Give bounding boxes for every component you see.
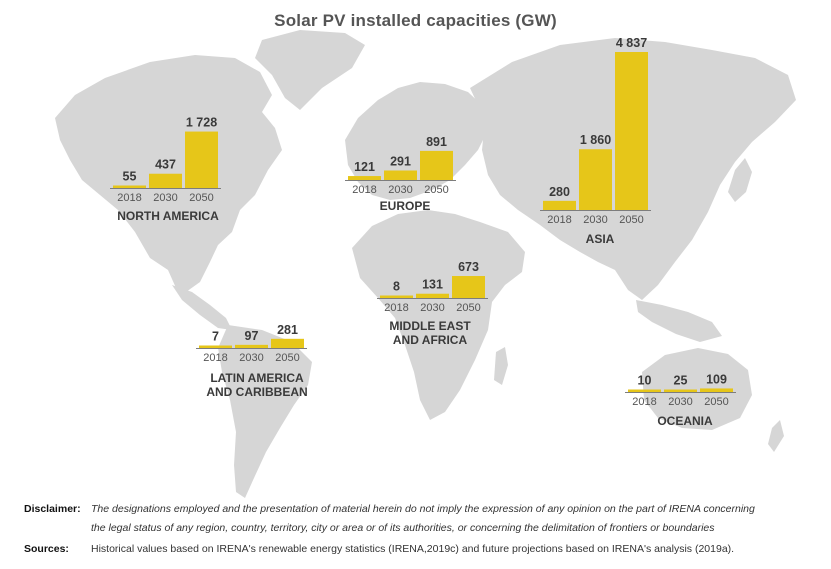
- map-land-south-america: [218, 325, 312, 498]
- bar-group-asia: 280 2018 1 860 2030 4 837 2050 ASIA: [540, 36, 651, 246]
- bar-group-oceania: 10 2018 25 2030 109 2050 OCEANIA: [625, 372, 736, 428]
- value-label-asia-2030: 1 860: [580, 133, 611, 147]
- year-label-latin-america-and-caribbean-2030: 2030: [239, 352, 263, 364]
- region-label-north-america: NORTH AMERICA: [117, 209, 219, 223]
- bar-latin-america-and-caribbean-2030: [235, 344, 268, 348]
- value-label-latin-america-and-caribbean-2030: 97: [245, 329, 259, 343]
- region-label-latin-america-and-caribbean-line1: LATIN AMERICA: [210, 371, 304, 385]
- world-map-background: [55, 30, 796, 498]
- year-label-north-america-2018: 2018: [117, 192, 141, 204]
- bar-oceania-2050: [700, 388, 733, 392]
- bar-groups: 55 2018 437 2030 1 728 2050 NORTH AMERICA 121 20…: [110, 36, 736, 428]
- value-label-latin-america-and-caribbean-2018: 7: [212, 330, 219, 344]
- region-label-middle-east-and-africa-line1: MIDDLE EAST: [389, 319, 471, 333]
- chart-title: Solar PV installed capacities (GW): [274, 11, 557, 30]
- region-label-middle-east-and-africa-line2: AND AFRICA: [393, 333, 468, 347]
- year-label-latin-america-and-caribbean-2050: 2050: [275, 352, 299, 364]
- value-label-europe-2030: 291: [390, 154, 411, 168]
- value-label-latin-america-and-caribbean-2050: 281: [277, 323, 298, 337]
- disclaimer-text-line1: The designations employed and the presen…: [91, 503, 755, 515]
- disclaimer-row: Disclaimer: The designations employed and…: [24, 503, 755, 515]
- year-label-asia-2030: 2030: [583, 214, 607, 226]
- region-label-oceania: OCEANIA: [657, 414, 713, 428]
- bar-latin-america-and-caribbean-2050: [271, 338, 304, 348]
- bar-group-europe: 121 2018 291 2030 891 2050 EUROPE: [345, 135, 456, 213]
- bar-group-north-america: 55 2018 437 2030 1 728 2050 NORTH AMERICA: [110, 116, 221, 223]
- year-label-asia-2050: 2050: [619, 214, 643, 226]
- disclaimer-label: Disclaimer:: [24, 503, 81, 515]
- map-land-europe: [345, 82, 488, 200]
- map-land-madagascar: [494, 347, 508, 385]
- bar-middle-east-and-africa-2030: [416, 293, 449, 298]
- year-label-europe-2050: 2050: [424, 184, 448, 196]
- bar-north-america-2018: [113, 185, 146, 188]
- map-land-north-america: [55, 55, 282, 292]
- bar-oceania-2018: [628, 389, 661, 392]
- region-label-europe: EUROPE: [380, 199, 431, 213]
- year-label-europe-2018: 2018: [352, 184, 376, 196]
- sources-row: Sources: Historical values based on IRENA…: [24, 543, 734, 555]
- year-label-north-america-2030: 2030: [153, 192, 177, 204]
- map-land-new-zealand: [768, 420, 784, 452]
- year-label-north-america-2050: 2050: [189, 192, 213, 204]
- year-label-oceania-2030: 2030: [668, 396, 692, 408]
- bar-asia-2030: [579, 149, 612, 210]
- bar-europe-2030: [384, 170, 417, 180]
- region-label-asia: ASIA: [586, 232, 615, 246]
- bar-europe-2050: [420, 150, 453, 180]
- year-label-asia-2018: 2018: [547, 214, 571, 226]
- value-label-middle-east-and-africa-2018: 8: [393, 280, 400, 294]
- value-label-middle-east-and-africa-2030: 131: [422, 278, 443, 292]
- bar-asia-2018: [543, 200, 576, 210]
- value-label-middle-east-and-africa-2050: 673: [458, 260, 479, 274]
- map-land-greenland: [255, 30, 365, 110]
- year-label-oceania-2050: 2050: [704, 396, 728, 408]
- bar-asia-2050: [615, 52, 648, 210]
- sources-label: Sources:: [24, 543, 69, 555]
- value-label-oceania-2018: 10: [638, 374, 652, 388]
- map-land-africa: [352, 210, 525, 420]
- region-label-latin-america-and-caribbean-line2: AND CARIBBEAN: [206, 385, 307, 399]
- value-label-europe-2018: 121: [354, 160, 375, 174]
- bar-latin-america-and-caribbean-2018: [199, 345, 232, 348]
- value-label-oceania-2050: 109: [706, 372, 727, 386]
- map-land-central-america: [172, 285, 232, 330]
- year-label-oceania-2018: 2018: [632, 396, 656, 408]
- bar-middle-east-and-africa-2050: [452, 276, 485, 298]
- bar-north-america-2030: [149, 173, 182, 188]
- year-label-europe-2030: 2030: [388, 184, 412, 196]
- map-land-australia: [642, 348, 752, 430]
- disclaimer-text-line2: the legal status of any region, country,…: [91, 522, 715, 534]
- value-label-north-america-2030: 437: [155, 158, 176, 172]
- value-label-europe-2050: 891: [426, 135, 447, 149]
- value-label-asia-2018: 280: [549, 185, 570, 199]
- year-label-middle-east-and-africa-2050: 2050: [456, 302, 480, 314]
- year-label-latin-america-and-caribbean-2018: 2018: [203, 352, 227, 364]
- bar-middle-east-and-africa-2018: [380, 295, 413, 298]
- year-label-middle-east-and-africa-2030: 2030: [420, 302, 444, 314]
- value-label-oceania-2030: 25: [674, 374, 688, 388]
- map-land-japan: [728, 158, 752, 202]
- bar-europe-2018: [348, 176, 381, 180]
- map-land-southeast-asia: [636, 300, 722, 342]
- year-label-middle-east-and-africa-2018: 2018: [384, 302, 408, 314]
- value-label-asia-2050: 4 837: [616, 36, 647, 50]
- bar-oceania-2030: [664, 389, 697, 392]
- value-label-north-america-2018: 55: [123, 170, 137, 184]
- value-label-north-america-2050: 1 728: [186, 116, 217, 130]
- sources-text: Historical values based on IRENA's renew…: [91, 543, 735, 555]
- bar-north-america-2050: [185, 131, 218, 188]
